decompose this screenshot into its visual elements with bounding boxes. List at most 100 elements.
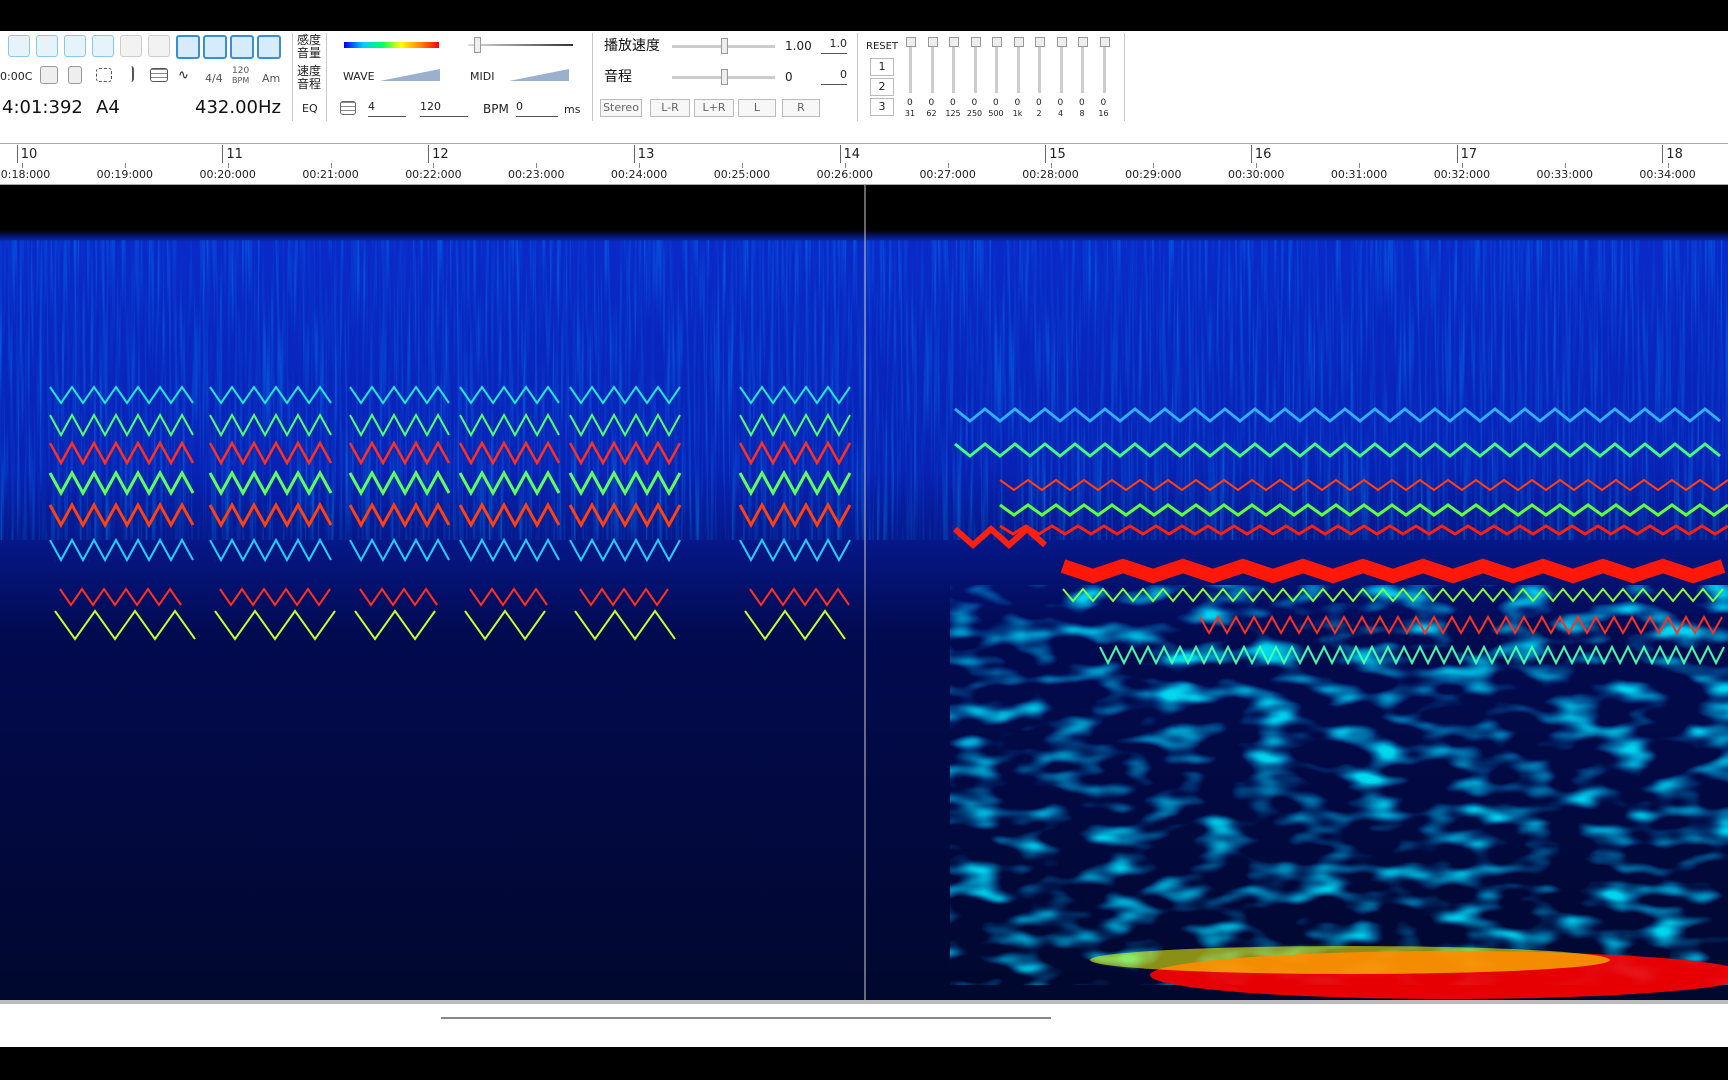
curve-icon[interactable]: ∿ [178, 68, 189, 83]
time-tick [536, 163, 538, 168]
spectrogram-texture [0, 240, 1728, 540]
slider-thumb[interactable] [721, 69, 728, 85]
scrollbar-thumb[interactable] [441, 1017, 1051, 1019]
offset-input[interactable]: 0 [516, 100, 558, 117]
channel-button[interactable]: L+R [694, 99, 734, 117]
note-icon[interactable] [124, 66, 134, 82]
harmonic [348, 469, 451, 497]
time-label: 00:28:000 [1022, 168, 1079, 181]
harmonic [458, 469, 561, 497]
eq-value: 0 [1057, 98, 1064, 108]
eq-slider-track[interactable] [973, 37, 977, 93]
frequency-display: 432.00Hz [195, 97, 281, 118]
eq-reset[interactable]: RESET [866, 41, 899, 52]
zoom-reset-icon[interactable] [92, 35, 114, 57]
ruler-top-border [0, 143, 1728, 144]
eq-preset[interactable]: 1 [870, 58, 894, 76]
harmonic [209, 537, 332, 563]
tempo-icon-top[interactable]: 120 [232, 66, 250, 76]
time-tick [227, 163, 229, 168]
eq-value: 0 [907, 98, 913, 108]
eq-slider-track[interactable] [1016, 37, 1020, 93]
harmonic [1199, 614, 1723, 636]
bpm-input[interactable]: 120 [420, 100, 468, 117]
channel-button[interactable]: L-R [650, 99, 690, 117]
eq-slider-track[interactable] [952, 37, 955, 93]
eq-preset[interactable]: 3 [870, 98, 894, 116]
eq-slider-track[interactable] [1102, 37, 1106, 93]
marker-icon[interactable] [120, 35, 142, 57]
time-label: 00:20:000 [199, 168, 256, 181]
slider-thumb[interactable] [721, 38, 728, 54]
eq-slider-thumb[interactable] [1013, 37, 1024, 47]
tempo-icon-bottom[interactable]: BPM [232, 76, 250, 85]
channel-button[interactable]: R [782, 99, 820, 117]
ruler-bottom-border [0, 184, 1728, 185]
harmonic [48, 501, 195, 529]
time-tick [741, 163, 743, 168]
tool-icon[interactable] [40, 66, 58, 84]
time-label: 00:34:000 [1639, 168, 1696, 181]
eq-slider-thumb[interactable] [970, 37, 981, 47]
chord-icon[interactable]: Am [262, 72, 281, 85]
harmonic [48, 469, 195, 497]
zoom-out-icon[interactable] [36, 35, 58, 57]
harmonic [953, 524, 1047, 550]
eq-slider-track[interactable] [909, 37, 912, 93]
time-signature-icon[interactable]: 4/4 [205, 72, 223, 85]
slider-thumb[interactable] [474, 37, 481, 53]
measure-tick [16, 145, 18, 163]
harmonic [48, 440, 195, 466]
speed-label: 速度 [297, 64, 322, 78]
eq-band: 125 [945, 109, 961, 118]
tool-icon[interactable] [68, 66, 82, 84]
channel-button[interactable]: L [738, 99, 776, 117]
pitch-input[interactable]: 0 [821, 68, 847, 85]
eq-band: 500 [988, 109, 1004, 118]
eq-slider-thumb[interactable] [1035, 37, 1045, 47]
select-icon[interactable] [96, 68, 112, 82]
time-tick [22, 163, 23, 168]
wave-icon[interactable] [230, 35, 254, 59]
slider-track[interactable] [468, 44, 573, 46]
harmonic [569, 385, 681, 405]
harmonic [208, 440, 333, 466]
eq-preset[interactable]: 2 [870, 78, 894, 96]
eq-slider-track[interactable] [930, 37, 934, 93]
eq-band: 4 [1057, 109, 1064, 118]
zoom-in-icon[interactable] [8, 35, 30, 57]
wave-icon[interactable] [203, 35, 227, 59]
eq-slider-track[interactable] [1081, 37, 1084, 93]
eq-slider-track[interactable] [1059, 37, 1063, 93]
playback-speed-input[interactable]: 1.0 [821, 37, 847, 54]
time-tick [1359, 163, 1361, 168]
measure-label: 17 [1460, 147, 1478, 162]
grid-icon[interactable] [150, 68, 168, 82]
harmonic [568, 469, 682, 497]
midi-volume[interactable] [509, 67, 571, 83]
eq-slider-track[interactable] [995, 37, 998, 93]
eq-button[interactable]: EQ [302, 102, 318, 115]
book-icon[interactable] [257, 35, 281, 59]
channel-button[interactable]: Stereo [600, 99, 642, 117]
grid-icon[interactable] [340, 101, 356, 115]
eq-slider-thumb[interactable] [1078, 37, 1088, 47]
offset-unit: ms [564, 103, 581, 116]
eq-slider-thumb[interactable] [1099, 37, 1110, 47]
marker-icon[interactable] [148, 35, 170, 57]
harmonic [738, 440, 852, 466]
time-tick [639, 163, 641, 168]
eq-slider-thumb[interactable] [1056, 37, 1067, 47]
wave-volume[interactable] [380, 67, 442, 83]
eq-slider-track[interactable] [1038, 37, 1041, 93]
eq-slider-thumb[interactable] [927, 37, 938, 47]
follow-icon[interactable] [176, 35, 200, 59]
zoom-fit-icon[interactable] [64, 35, 86, 57]
eq-slider-thumb[interactable] [992, 37, 1002, 47]
eq-band: 31 [904, 109, 916, 118]
eq-slider-thumb[interactable] [949, 37, 959, 47]
harmonic [999, 478, 1728, 492]
beats-input[interactable]: 4 [368, 100, 406, 117]
eq-slider-thumb[interactable] [906, 37, 916, 47]
